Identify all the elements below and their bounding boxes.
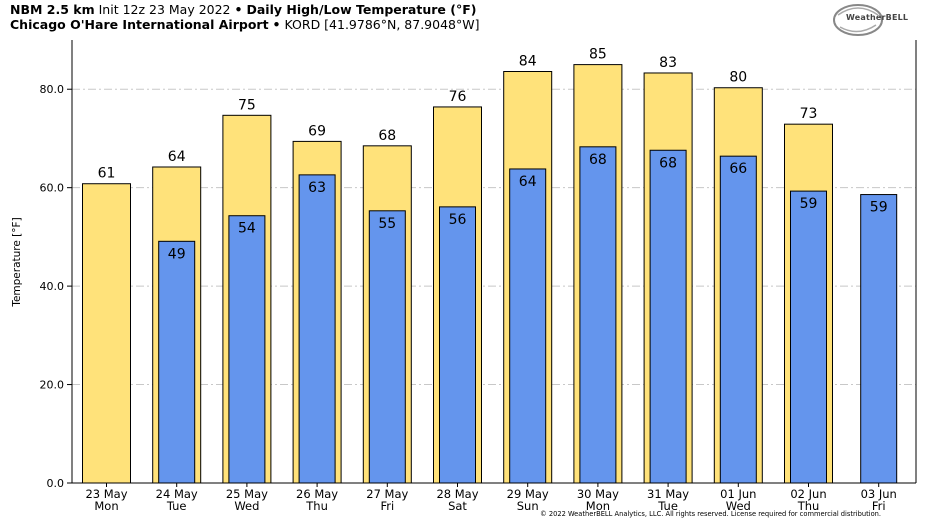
x-tick-weekday-label: Fri [380, 499, 394, 513]
low-temp-bar [860, 194, 898, 484]
grid-layer [72, 88, 916, 386]
x-tick-date-label: 03 Jun [861, 487, 897, 501]
x-tick-date-label: 25 May [226, 487, 268, 501]
x-tick-date-label: 27 May [366, 487, 408, 501]
low-temp-label: 68 [659, 155, 677, 171]
logo-wordmark: WeatherBELL [846, 13, 909, 22]
x-tick-date-label: 26 May [296, 487, 338, 501]
product-name: Daily High/Low Temperature (°F) [246, 2, 477, 17]
copyright-footer: © 2022 WeatherBELL Analytics, LLC. All r… [540, 510, 882, 518]
bar-layer [82, 64, 898, 484]
x-tick-weekday-label: Wed [726, 499, 751, 513]
title-separator: • [234, 2, 243, 17]
low-temp-bar [368, 210, 406, 484]
low-temp-label: 56 [449, 212, 467, 228]
low-temp-bar [298, 174, 336, 484]
high-temp-label: 83 [659, 55, 677, 71]
title-separator-2: • [272, 17, 281, 32]
x-tick-date-label: 23 May [85, 487, 127, 501]
x-tick-weekday-label: Mon [586, 499, 610, 513]
station-info: KORD [41.9786°N, 87.9048°W] [284, 17, 480, 32]
low-temp-label: 63 [308, 180, 326, 196]
y-tick-label: 40.0 [40, 280, 65, 293]
x-tick-date-label: 30 May [577, 487, 619, 501]
low-temp-bar [790, 190, 827, 484]
low-temp-bar [579, 146, 617, 484]
y-tick-label: 80.0 [40, 83, 65, 96]
high-temp-label: 85 [589, 47, 607, 63]
low-temp-bar [649, 149, 687, 484]
y-tick-label: 0.0 [47, 477, 65, 490]
chart-title-line-2: Chicago O'Hare International Airport • K… [10, 17, 479, 32]
low-temp-bar [158, 240, 196, 484]
weatherbell-logo-icon [833, 4, 883, 36]
y-tick-label: 20.0 [40, 379, 65, 392]
x-tick-date-label: 31 May [647, 487, 689, 501]
low-temp-label: 66 [729, 161, 747, 177]
low-temp-label: 49 [168, 246, 186, 262]
high-temp-label: 76 [449, 89, 467, 105]
x-tick-weekday-label: Tue [166, 499, 187, 513]
low-temp-label: 59 [870, 200, 888, 216]
y-tick-label: 60.0 [40, 182, 65, 195]
chart-title-line-1: NBM 2.5 km Init 12z 23 May 2022 • Daily … [10, 2, 476, 17]
high-temp-label: 64 [168, 149, 186, 165]
high-temp-label: 84 [519, 54, 537, 70]
low-temp-label: 64 [519, 174, 537, 190]
x-tick-date-label: 28 May [436, 487, 478, 501]
low-temp-bar [439, 206, 476, 484]
model-name: NBM 2.5 km [10, 2, 95, 17]
low-temp-label: 59 [800, 196, 818, 212]
x-tick-date-label: 01 Jun [720, 487, 756, 501]
high-temp-label: 80 [729, 70, 747, 86]
low-temp-label: 68 [589, 152, 607, 168]
x-tick-weekday-label: Sat [448, 499, 467, 513]
y-axis-title: Temperature [°F] [11, 217, 23, 307]
x-tick-weekday-label: Thu [797, 499, 820, 513]
high-temp-bar [82, 183, 131, 484]
x-tick-weekday-label: Mon [94, 499, 118, 513]
x-tick-weekday-label: Tue [657, 499, 678, 513]
init-time: Init 12z 23 May 2022 [98, 2, 231, 17]
x-tick-date-label: 24 May [156, 487, 198, 501]
location-name: Chicago O'Hare International Airport [10, 17, 269, 32]
x-tick-date-label: 29 May [507, 487, 549, 501]
x-tick-weekday-label: Sun [517, 499, 539, 513]
high-temp-label: 61 [98, 166, 116, 182]
x-tick-weekday-label: Fri [872, 499, 886, 513]
x-tick-date-label: 02 Jun [790, 487, 826, 501]
axis-layer [67, 40, 917, 487]
low-temp-label: 55 [378, 216, 396, 232]
x-tick-weekday-label: Wed [234, 499, 259, 513]
x-tick-weekday-label: Thu [305, 499, 328, 513]
low-temp-label: 54 [238, 221, 256, 237]
low-temp-bar [509, 168, 547, 484]
low-temp-bar [719, 155, 757, 484]
high-temp-label: 75 [238, 97, 256, 113]
low-temp-bar [228, 215, 266, 484]
high-temp-label: 73 [800, 106, 818, 122]
high-temp-label: 68 [378, 128, 396, 144]
high-temp-label: 69 [308, 123, 326, 139]
